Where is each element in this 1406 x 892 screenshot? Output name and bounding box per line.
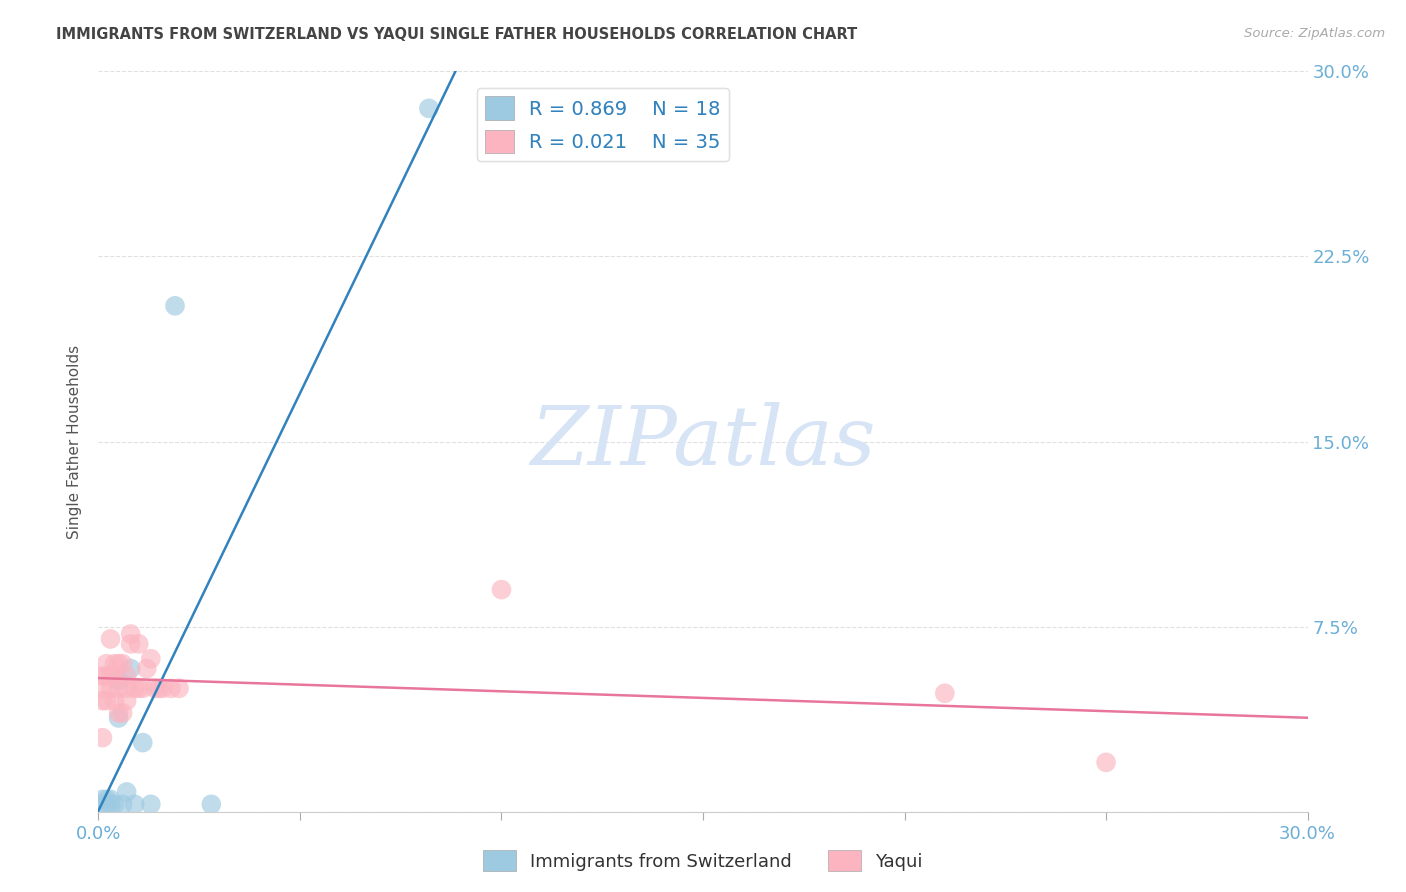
Point [128, 637, 150, 651]
Point [103, 797, 125, 812]
Point [100, 681, 122, 696]
Text: Source: ZipAtlas.com: Source: ZipAtlas.com [1244, 27, 1385, 40]
Point [934, 686, 956, 700]
Text: IMMIGRANTS FROM SWITZERLAND VS YAQUI SINGLE FATHER HOUSEHOLDS CORRELATION CHART: IMMIGRANTS FROM SWITZERLAND VS YAQUI SIN… [56, 27, 858, 42]
Point [148, 681, 170, 696]
Point [1095, 756, 1118, 770]
Point [96, 694, 118, 708]
Legend: R = 0.869    N = 18, R = 0.021    N = 35: R = 0.869 N = 18, R = 0.021 N = 35 [477, 88, 728, 161]
Point [139, 797, 162, 812]
Point [115, 785, 138, 799]
Point [103, 669, 125, 683]
Point [115, 681, 138, 696]
Point [107, 711, 129, 725]
Point [132, 736, 155, 750]
Point [100, 632, 122, 646]
Point [91, 792, 114, 806]
Point [96, 797, 118, 812]
Point [91, 694, 114, 708]
Point [111, 706, 134, 720]
Y-axis label: Single Father Households: Single Father Households [67, 344, 83, 539]
Point [111, 657, 134, 671]
Point [96, 792, 118, 806]
Point [167, 681, 190, 696]
Point [91, 731, 114, 745]
Text: ZIPatlas: ZIPatlas [530, 401, 876, 482]
Point [139, 651, 162, 665]
Point [91, 797, 114, 812]
Point [103, 694, 125, 708]
Point [96, 669, 118, 683]
Point [143, 681, 166, 696]
Legend: Immigrants from Switzerland, Yaqui: Immigrants from Switzerland, Yaqui [477, 843, 929, 879]
Point [107, 673, 129, 688]
Point [120, 627, 142, 641]
Point [200, 797, 222, 812]
Point [115, 694, 138, 708]
Point [103, 657, 125, 671]
Point [418, 102, 440, 116]
Point [91, 681, 114, 696]
Point [132, 681, 155, 696]
Point [135, 662, 157, 676]
Point [124, 681, 146, 696]
Point [152, 681, 174, 696]
Point [124, 797, 146, 812]
Point [128, 681, 150, 696]
Point [120, 637, 142, 651]
Point [491, 582, 513, 597]
Point [100, 792, 122, 806]
Point [163, 299, 186, 313]
Point [107, 657, 129, 671]
Point [100, 669, 122, 683]
Point [100, 797, 122, 812]
Point [115, 669, 138, 683]
Point [91, 669, 114, 683]
Point [111, 797, 134, 812]
Point [107, 706, 129, 720]
Point [120, 662, 142, 676]
Point [160, 681, 183, 696]
Point [107, 681, 129, 696]
Point [96, 657, 118, 671]
